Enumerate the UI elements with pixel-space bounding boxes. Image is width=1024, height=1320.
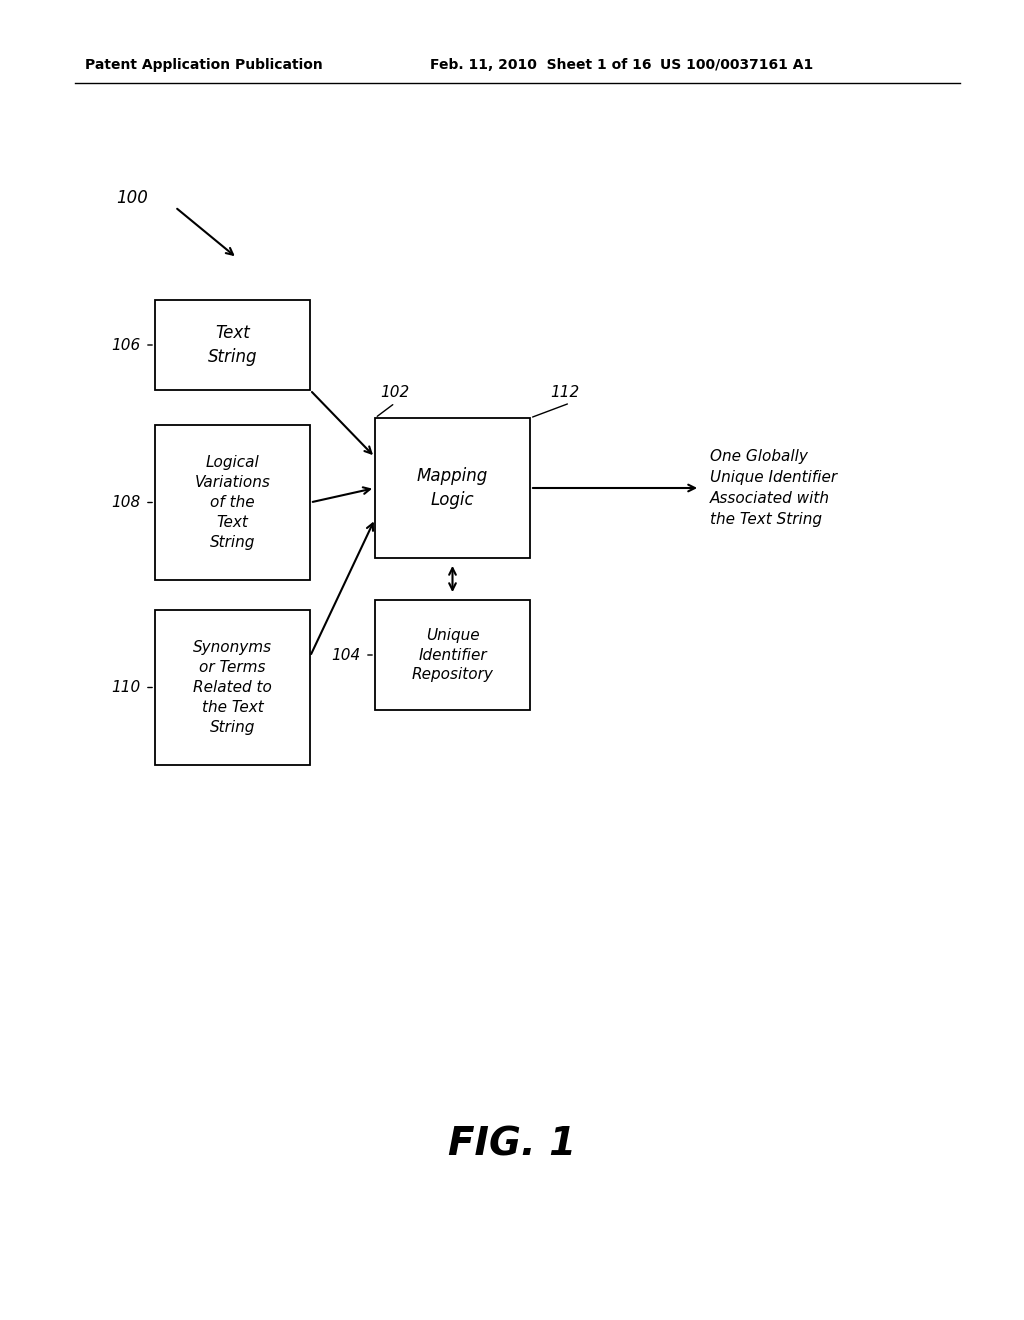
Text: Patent Application Publication: Patent Application Publication: [85, 58, 323, 73]
Bar: [155, 425, 310, 579]
Bar: [155, 300, 310, 389]
Bar: [155, 610, 310, 766]
Text: 110: 110: [111, 680, 140, 696]
Text: Text
String: Text String: [208, 325, 257, 366]
Bar: [375, 601, 530, 710]
Text: Feb. 11, 2010  Sheet 1 of 16: Feb. 11, 2010 Sheet 1 of 16: [430, 58, 651, 73]
Text: 108: 108: [111, 495, 140, 510]
Text: Synonyms
or Terms
Related to
the Text
String: Synonyms or Terms Related to the Text St…: [193, 640, 272, 735]
Text: 102: 102: [380, 385, 410, 400]
Text: 112: 112: [550, 385, 580, 400]
Text: 106: 106: [111, 338, 140, 352]
Text: Unique
Identifier
Repository: Unique Identifier Repository: [412, 628, 494, 682]
Text: Mapping
Logic: Mapping Logic: [417, 467, 488, 508]
Text: 104: 104: [331, 648, 360, 663]
Text: FIG. 1: FIG. 1: [447, 1126, 577, 1164]
Text: Logical
Variations
of the
Text
String: Logical Variations of the Text String: [195, 455, 270, 549]
Text: 100: 100: [116, 189, 148, 207]
Text: One Globally
Unique Identifier
Associated with
the Text String: One Globally Unique Identifier Associate…: [710, 449, 838, 527]
Bar: [375, 418, 530, 558]
Text: US 100/0037161 A1: US 100/0037161 A1: [660, 58, 813, 73]
